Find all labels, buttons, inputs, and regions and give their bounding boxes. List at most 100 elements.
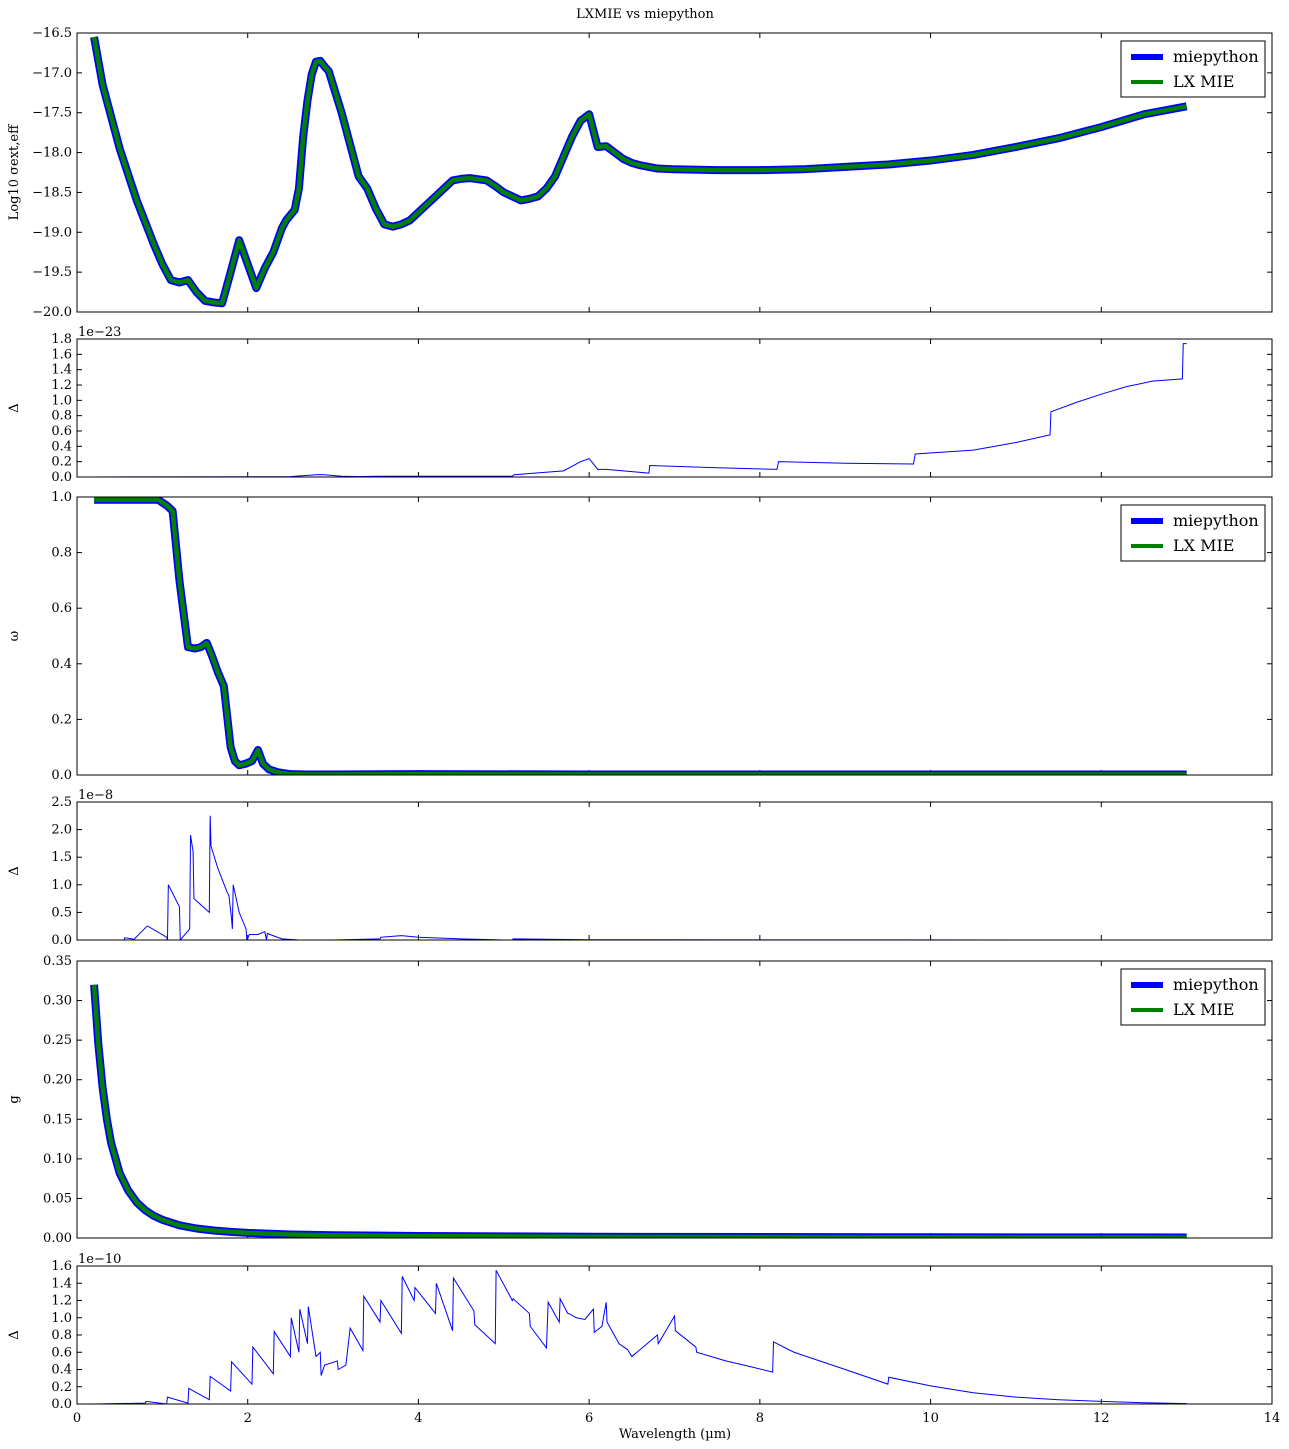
- y-tick-label: 0.8: [51, 1328, 72, 1343]
- y-tick-label: 0.2: [51, 1380, 72, 1395]
- legend: miepython LX MIE: [1120, 504, 1266, 562]
- y-tick-label: 1.4: [51, 363, 72, 378]
- y-tick-label: 0.0: [51, 470, 72, 485]
- y-axis-label: Log10 σext,eff: [7, 123, 22, 220]
- y-tick-label: 0.4: [51, 1363, 72, 1378]
- series-group: [90, 36, 1188, 308]
- y-offset-label: 1e−8: [78, 788, 113, 803]
- series-line-delta: [94, 1270, 1187, 1404]
- y-tick-label: −19.0: [32, 225, 72, 240]
- x-tick-label: 4: [414, 1411, 422, 1426]
- y-tick-label: 0.5: [51, 905, 72, 920]
- legend-label: miepython: [1173, 975, 1259, 994]
- y-tick-label: 1.0: [51, 393, 72, 408]
- y-offset-label: 1e−23: [78, 325, 121, 340]
- series-line-delta: [94, 343, 1187, 477]
- legend: miepython LX MIE: [1120, 40, 1266, 98]
- y-tick-label: 1.5: [51, 850, 72, 865]
- y-tick-label: 0.05: [43, 1191, 72, 1206]
- y-tick-label: 0.8: [51, 546, 72, 561]
- y-tick-label: 1.2: [51, 378, 72, 393]
- y-axis-label: Δ: [7, 403, 22, 412]
- series-line-lxmie: [94, 497, 1187, 775]
- panel-3: 0.0 0.2 0.4 0.6 0.8 1.0 ω miepython LX MIE: [7, 490, 1273, 783]
- axes-frame: [76, 338, 1273, 478]
- y-tick-label: −17.0: [32, 66, 72, 81]
- y-tick-label: 2.5: [51, 795, 72, 810]
- y-tick-label: 1.2: [51, 1294, 72, 1309]
- series-group: [94, 497, 1187, 775]
- y-tick-label: 0.4: [51, 439, 72, 454]
- y-tick-label: 0.0: [51, 1397, 72, 1412]
- x-tick-label: 8: [756, 1411, 764, 1426]
- figure-title: LXMIE vs miepython: [576, 7, 714, 22]
- legend-label: LX MIE: [1173, 1000, 1234, 1019]
- axes-frame: [76, 960, 1273, 1239]
- y-tick-label: 0.6: [51, 424, 72, 439]
- y-tick-label: 0.35: [43, 954, 72, 969]
- axes-frame: [76, 496, 1273, 776]
- axes-frame: [76, 801, 1273, 941]
- legend: miepython LX MIE: [1120, 968, 1266, 1026]
- legend-box: [1120, 504, 1266, 562]
- y-tick-label: 0.25: [43, 1033, 72, 1048]
- series-group: [94, 1270, 1187, 1404]
- legend-label: LX MIE: [1173, 72, 1234, 91]
- axes-frame: [76, 32, 1273, 313]
- y-tick-label: 0.2: [51, 712, 72, 727]
- panel-4: 0.0 0.5 1.0 1.5 2.0 2.5 Δ 1e−8: [7, 788, 1273, 948]
- y-axis-label: Δ: [7, 866, 22, 875]
- series-group: [94, 343, 1187, 477]
- y-tick-label: −17.5: [32, 106, 72, 121]
- y-tick-label: 1.4: [51, 1276, 72, 1291]
- x-axis-label: Wavelength (µm): [619, 1427, 731, 1442]
- x-tick-label: 0: [73, 1411, 81, 1426]
- y-tick-label: 1.6: [51, 1259, 72, 1274]
- y-tick-label: 0.10: [43, 1152, 72, 1167]
- panel-5: 0.00 0.05 0.10 0.15 0.20 0.25 0.30 0.35 g miepyth…: [7, 954, 1273, 1246]
- y-tick-label: −18.5: [32, 185, 72, 200]
- y-tick-label: 1.8: [51, 332, 72, 347]
- x-tick-label: 6: [585, 1411, 593, 1426]
- y-tick-label: −19.5: [32, 265, 72, 280]
- legend-box: [1120, 40, 1266, 98]
- y-tick-label: 0.6: [51, 1345, 72, 1360]
- legend-label: LX MIE: [1173, 536, 1234, 555]
- y-tick-label: 2.0: [51, 823, 72, 838]
- y-tick-label: 0.30: [43, 994, 72, 1009]
- series-line-lxmie: [91, 984, 1187, 1238]
- legend-label: miepython: [1173, 47, 1259, 66]
- y-tick-label: 1.0: [51, 1311, 72, 1326]
- y-tick-label: 0.4: [51, 657, 72, 672]
- panel-1: −20.0 −19.5 −19.0 −18.5 −18.0 −17.5 −17.0 −16.5…: [7, 26, 1273, 320]
- y-tick-label: 1.0: [51, 878, 72, 893]
- y-axis-label: ω: [7, 631, 22, 642]
- x-tick-label: 2: [244, 1411, 252, 1426]
- axes-frame: [76, 1265, 1273, 1405]
- x-tick-label: 10: [922, 1411, 939, 1426]
- y-tick-label: −16.5: [32, 26, 72, 41]
- y-tick-label: 0.2: [51, 455, 72, 470]
- y-tick-label: 0.00: [43, 1231, 72, 1246]
- panel-2: 0.00.20.40.60.81.01.21.41.61.8 Δ 1e−23: [7, 325, 1273, 485]
- y-axis-label: Δ: [7, 1330, 22, 1339]
- y-tick-label: 0.0: [51, 933, 72, 948]
- y-tick-label: 0.0: [51, 768, 72, 783]
- x-tick-label: 12: [1093, 1411, 1110, 1426]
- panel-6: 0.0 0.2 0.4 0.6 0.8 1.0 1.2 1.4 1.6 0 2 4 6 8 10 12 14 Δ 1…: [7, 1252, 1280, 1426]
- y-tick-label: 1.6: [51, 347, 72, 362]
- y-tick-label: −18.0: [32, 146, 72, 161]
- y-tick-label: 0.20: [43, 1073, 72, 1088]
- y-offset-label: 1e−10: [78, 1252, 121, 1267]
- legend-label: miepython: [1173, 511, 1259, 530]
- y-tick-label: 0.8: [51, 409, 72, 424]
- chart-panels: −20.0 −19.5 −19.0 −18.5 −18.0 −17.5 −17.0 −16.5…: [7, 26, 1280, 1426]
- legend-box: [1120, 968, 1266, 1026]
- series-line-lxmie: [91, 36, 1188, 306]
- series-group: [90, 984, 1187, 1238]
- y-tick-label: 0.15: [43, 1112, 72, 1127]
- y-axis-label: g: [7, 1095, 22, 1103]
- y-tick-label: 1.0: [51, 490, 72, 505]
